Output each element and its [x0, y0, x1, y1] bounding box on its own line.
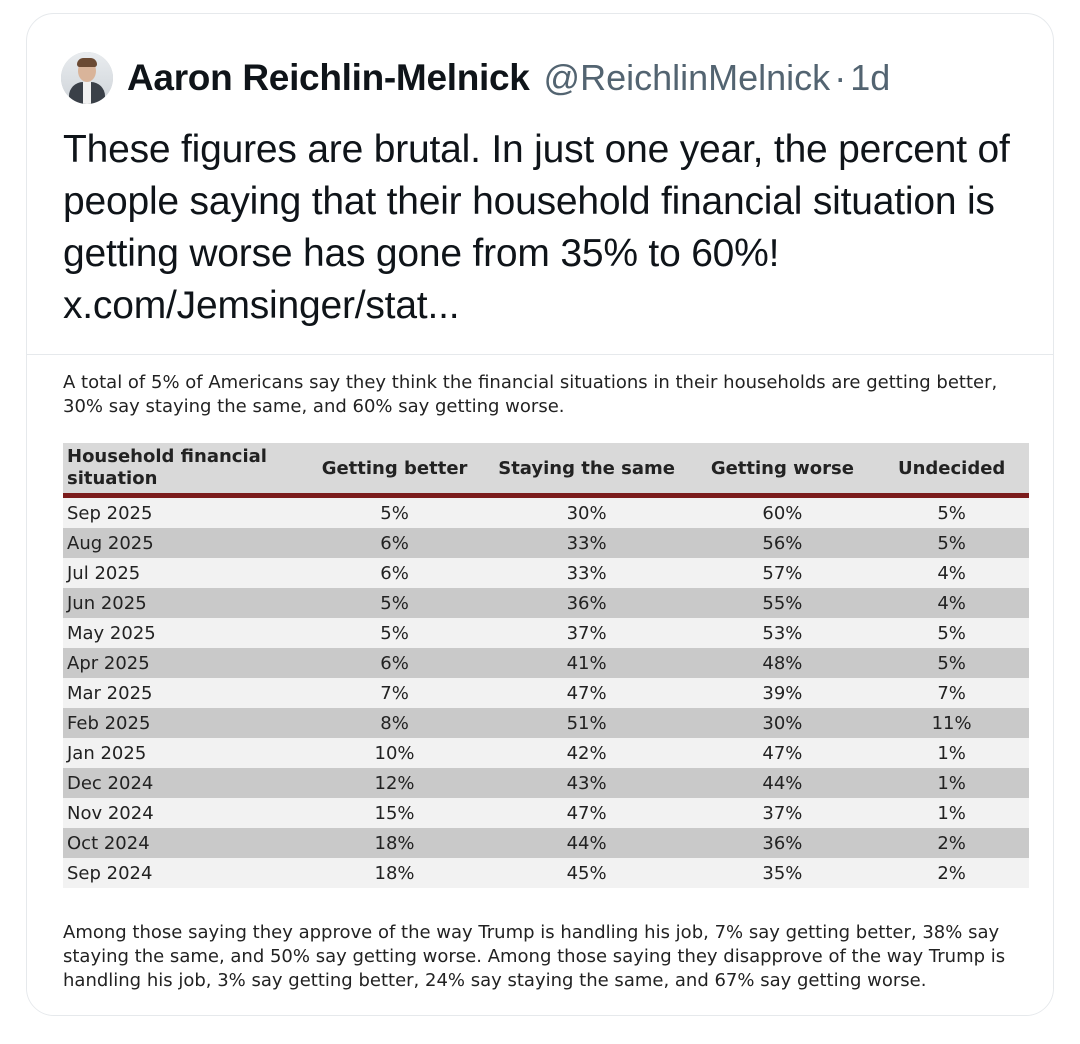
table-row: Apr 2025 6% 41% 48% 5%: [63, 648, 1029, 678]
table-cell: 45%: [482, 858, 691, 888]
table-row: Aug 2025 6% 33% 56% 5%: [63, 528, 1029, 558]
table-cell: 36%: [482, 588, 691, 618]
table-cell: 51%: [482, 708, 691, 738]
table-cell: 42%: [482, 738, 691, 768]
row-label-cell: Jul 2025: [63, 558, 307, 588]
footnote-text: Among those saying they approve of the w…: [63, 922, 1006, 991]
table-cell: 5%: [306, 618, 483, 648]
row-label-cell: May 2025: [63, 618, 307, 648]
table-header-row: Household financial situation Getting be…: [63, 443, 1029, 498]
table-cell: 1%: [874, 738, 1029, 768]
column-header: Staying the same: [482, 443, 691, 498]
table-cell: 41%: [482, 648, 691, 678]
table-cell: 18%: [306, 828, 483, 858]
table-cell: 37%: [482, 618, 691, 648]
table-cell: 33%: [482, 558, 691, 588]
table-cell: 44%: [690, 768, 875, 798]
table-cell: 15%: [306, 798, 483, 828]
table-row: Jan 2025 10% 42% 47% 1%: [63, 738, 1029, 768]
table-cell: 4%: [874, 558, 1029, 588]
table-cell: 6%: [306, 528, 483, 558]
table-cell: 7%: [874, 678, 1029, 708]
table-cell: 1%: [874, 768, 1029, 798]
divider: [27, 354, 1053, 355]
table-cell: 43%: [482, 768, 691, 798]
table-cell: 30%: [482, 495, 691, 528]
column-header: Undecided: [874, 443, 1029, 498]
table-cell: 47%: [690, 738, 875, 768]
intro-text: A total of 5% of Americans say they thin…: [63, 372, 998, 417]
table-row: Oct 2024 18% 44% 36% 2%: [63, 828, 1029, 858]
table-cell: 36%: [690, 828, 875, 858]
table-cell: 39%: [690, 678, 875, 708]
column-header: Getting worse: [690, 443, 875, 498]
table-cell: 6%: [306, 558, 483, 588]
table-cell: 10%: [306, 738, 483, 768]
row-label-cell: Aug 2025: [63, 528, 307, 558]
table-cell: 47%: [482, 798, 691, 828]
row-label-cell: Mar 2025: [63, 678, 307, 708]
data-table: Household financial situation Getting be…: [63, 443, 1029, 888]
table-cell: 2%: [874, 858, 1029, 888]
table-cell: 8%: [306, 708, 483, 738]
row-label-cell: Oct 2024: [63, 828, 307, 858]
row-label-cell: Nov 2024: [63, 798, 307, 828]
table-cell: 37%: [690, 798, 875, 828]
table-cell: 56%: [690, 528, 875, 558]
table-cell: 57%: [690, 558, 875, 588]
table-cell: 30%: [690, 708, 875, 738]
table-row: Nov 2024 15% 47% 37% 1%: [63, 798, 1029, 828]
row-label-cell: Feb 2025: [63, 708, 307, 738]
table-cell: 7%: [306, 678, 483, 708]
column-header: Household financial situation: [63, 443, 307, 498]
table-cell: 12%: [306, 768, 483, 798]
table-cell: 5%: [306, 495, 483, 528]
avatar[interactable]: [61, 52, 113, 104]
row-label-cell: Jun 2025: [63, 588, 307, 618]
table-cell: 35%: [690, 858, 875, 888]
author-handle[interactable]: @ReichlinMelnick: [543, 57, 831, 98]
table-cell: 5%: [874, 618, 1029, 648]
tweet-text: These figures are brutal. In just one ye…: [63, 128, 1010, 327]
table-cell: 18%: [306, 858, 483, 888]
table-cell: 55%: [690, 588, 875, 618]
table-cell: 11%: [874, 708, 1029, 738]
tweet-card[interactable]: Aaron Reichlin-Melnick @ReichlinMelnick …: [26, 13, 1054, 1016]
row-label-cell: Sep 2025: [63, 495, 307, 528]
table-row: Sep 2025 5% 30% 60% 5%: [63, 495, 1029, 528]
table-cell: 6%: [306, 648, 483, 678]
row-label-cell: Dec 2024: [63, 768, 307, 798]
table-row: Mar 2025 7% 47% 39% 7%: [63, 678, 1029, 708]
tweet-header: Aaron Reichlin-Melnick @ReichlinMelnick …: [61, 50, 890, 106]
table-cell: 48%: [690, 648, 875, 678]
table-cell: 1%: [874, 798, 1029, 828]
table-cell: 5%: [874, 528, 1029, 558]
table-cell: 33%: [482, 528, 691, 558]
table-row: Jul 2025 6% 33% 57% 4%: [63, 558, 1029, 588]
attached-image[interactable]: A total of 5% of Americans say they thin…: [27, 355, 1053, 1015]
table-cell: 5%: [874, 648, 1029, 678]
table-row: Dec 2024 12% 43% 44% 1%: [63, 768, 1029, 798]
row-label-cell: Jan 2025: [63, 738, 307, 768]
table-cell: 4%: [874, 588, 1029, 618]
table-row: Sep 2024 18% 45% 35% 2%: [63, 858, 1029, 888]
table-cell: 5%: [306, 588, 483, 618]
separator-dot: ·: [834, 57, 847, 98]
table-cell: 2%: [874, 828, 1029, 858]
table-cell: 53%: [690, 618, 875, 648]
author-name[interactable]: Aaron Reichlin-Melnick: [127, 57, 530, 98]
row-label-cell: Apr 2025: [63, 648, 307, 678]
table-row: Jun 2025 5% 36% 55% 4%: [63, 588, 1029, 618]
table-row: Feb 2025 8% 51% 30% 11%: [63, 708, 1029, 738]
table-cell: 60%: [690, 495, 875, 528]
table-cell: 44%: [482, 828, 691, 858]
table-cell: 47%: [482, 678, 691, 708]
timestamp[interactable]: 1d: [850, 57, 891, 98]
table-row: May 2025 5% 37% 53% 5%: [63, 618, 1029, 648]
row-label-cell: Sep 2024: [63, 858, 307, 888]
column-header: Getting better: [306, 443, 483, 498]
table-cell: 5%: [874, 495, 1029, 528]
